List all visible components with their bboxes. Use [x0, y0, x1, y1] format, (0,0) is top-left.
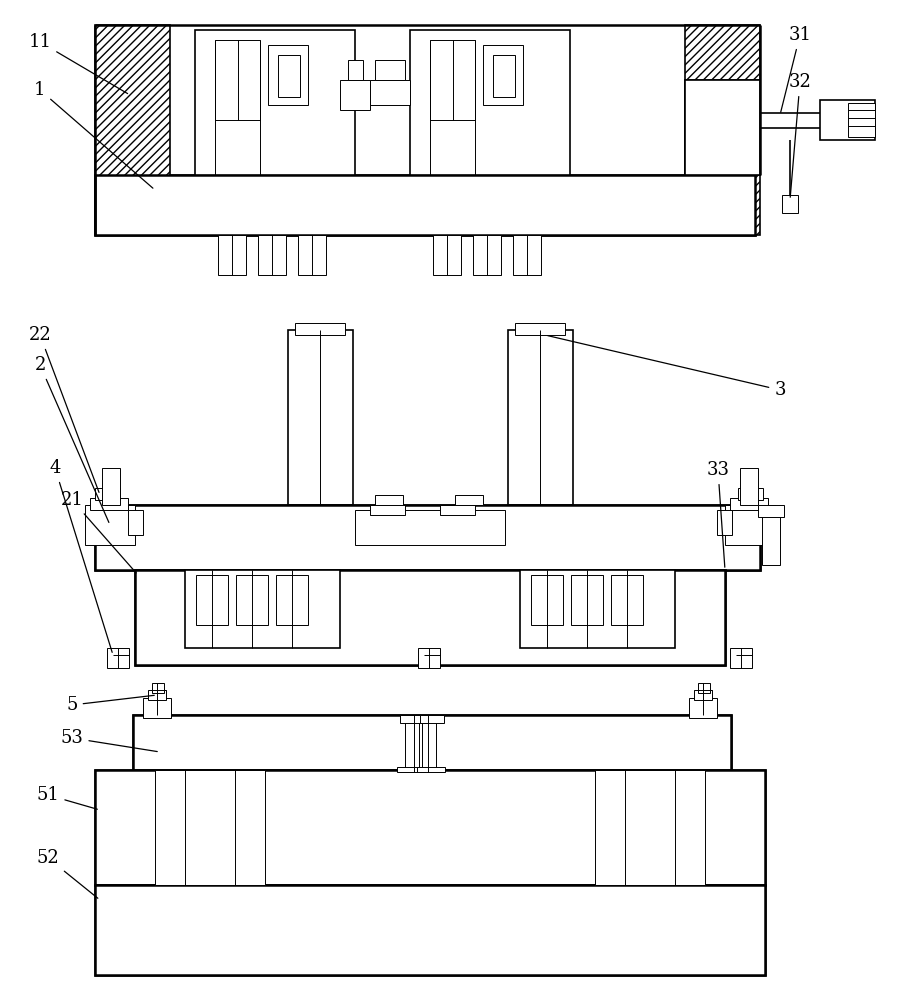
Bar — [762, 510, 780, 565]
Text: 33: 33 — [707, 461, 729, 567]
Bar — [698, 683, 710, 693]
Bar — [760, 113, 850, 128]
Bar — [218, 235, 246, 275]
Bar — [195, 30, 355, 175]
Bar — [152, 683, 164, 693]
Bar — [370, 80, 410, 105]
Bar — [135, 570, 725, 665]
Bar — [420, 715, 444, 723]
Bar — [295, 323, 345, 335]
Bar — [515, 323, 565, 335]
Bar — [513, 235, 541, 275]
Bar — [730, 498, 768, 510]
Bar — [725, 505, 775, 545]
Bar — [90, 498, 128, 510]
Bar — [95, 885, 765, 975]
Bar — [440, 505, 475, 515]
Bar — [782, 195, 798, 213]
Bar — [102, 468, 120, 505]
Bar — [418, 648, 440, 668]
Bar — [483, 45, 523, 105]
Text: 31: 31 — [780, 26, 812, 112]
Bar — [820, 100, 875, 140]
Bar — [278, 55, 300, 97]
Bar — [276, 575, 308, 625]
Bar — [128, 510, 143, 535]
Bar — [288, 330, 353, 505]
Bar — [375, 495, 403, 505]
Bar — [520, 570, 675, 648]
Bar — [430, 40, 475, 120]
Bar — [85, 505, 135, 545]
Bar — [685, 80, 760, 175]
Text: 22: 22 — [29, 326, 99, 492]
Bar — [738, 488, 763, 500]
Bar — [95, 770, 765, 885]
Bar — [196, 575, 228, 625]
Bar — [95, 505, 760, 570]
Text: 32: 32 — [788, 73, 812, 197]
Text: 11: 11 — [29, 33, 128, 94]
Bar — [730, 648, 752, 668]
Bar — [717, 510, 732, 535]
Bar — [95, 770, 765, 885]
Bar — [611, 575, 643, 625]
Bar — [422, 720, 436, 770]
Text: 2: 2 — [34, 356, 109, 522]
Bar — [95, 885, 765, 975]
Text: 53: 53 — [60, 729, 157, 752]
Bar — [400, 715, 424, 723]
Bar — [685, 80, 760, 175]
Bar — [133, 715, 731, 770]
Bar — [348, 60, 363, 80]
Bar — [236, 575, 268, 625]
Text: 21: 21 — [60, 491, 136, 573]
Text: 4: 4 — [49, 459, 112, 652]
Bar — [417, 767, 445, 772]
Bar — [848, 103, 875, 137]
Bar — [740, 468, 758, 505]
Bar — [410, 30, 570, 175]
Bar — [95, 488, 120, 500]
Bar — [155, 770, 265, 885]
Bar — [268, 45, 308, 105]
Bar — [133, 715, 731, 770]
Bar — [595, 770, 705, 885]
Text: 1: 1 — [34, 81, 153, 188]
Bar — [375, 60, 405, 80]
Text: 52: 52 — [37, 849, 98, 898]
Bar — [758, 505, 784, 517]
Bar — [95, 505, 760, 570]
Bar — [493, 55, 515, 97]
Bar — [340, 80, 370, 110]
Bar — [397, 767, 425, 772]
Bar — [694, 690, 712, 700]
Bar — [508, 330, 573, 505]
Bar — [135, 570, 725, 665]
Bar — [258, 235, 286, 275]
Bar — [370, 505, 405, 515]
Bar — [215, 40, 260, 120]
Text: 3: 3 — [548, 336, 786, 399]
Text: 51: 51 — [37, 786, 97, 809]
Bar — [355, 510, 505, 545]
Bar — [143, 698, 171, 718]
Text: 5: 5 — [66, 695, 154, 714]
Bar — [433, 235, 461, 275]
Bar — [107, 648, 129, 668]
Bar — [689, 698, 717, 718]
Bar — [298, 235, 326, 275]
Bar — [473, 235, 501, 275]
Bar — [571, 575, 603, 625]
Bar — [95, 175, 755, 235]
Bar — [685, 25, 760, 235]
Bar — [148, 690, 166, 700]
Bar — [455, 495, 483, 505]
Bar — [95, 25, 170, 235]
Bar — [185, 570, 340, 648]
Bar — [95, 175, 755, 235]
Bar — [405, 720, 419, 770]
Bar — [531, 575, 563, 625]
